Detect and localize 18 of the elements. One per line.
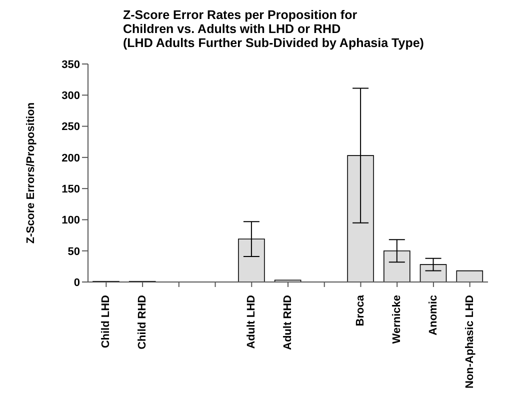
- x-tick-label: Child LHD: [100, 294, 112, 348]
- y-tick-label: 250: [62, 121, 80, 134]
- y-tick-label: 100: [62, 214, 80, 227]
- y-tick-label: 200: [62, 152, 80, 164]
- y-tick-label: 0: [74, 276, 80, 289]
- x-tick-label: Wernicke: [391, 295, 404, 344]
- x-tick-label: Broca: [354, 294, 367, 326]
- x-tick-label: Adult LHD: [246, 294, 258, 349]
- chart-title: Z-Score Error Rates per Proposition for Children vs. Adults with LHD or RHD (LHD Adults Further Sub-Divided by Aphasia Type): [123, 8, 424, 50]
- y-tick-label: 350: [62, 58, 80, 71]
- x-tick-label: Child RHD: [136, 294, 149, 350]
- x-tick-label: Adult RHD: [282, 294, 294, 350]
- y-tick-label: 150: [62, 183, 80, 196]
- y-axis-title: Z-Score Errors/Proposition: [24, 102, 37, 244]
- y-tick-label: 50: [68, 246, 80, 258]
- y-tick-label: 300: [62, 90, 80, 102]
- x-tick-label: Non-Aphasic LHD: [464, 294, 476, 388]
- x-tick-label: Anomic: [427, 295, 440, 336]
